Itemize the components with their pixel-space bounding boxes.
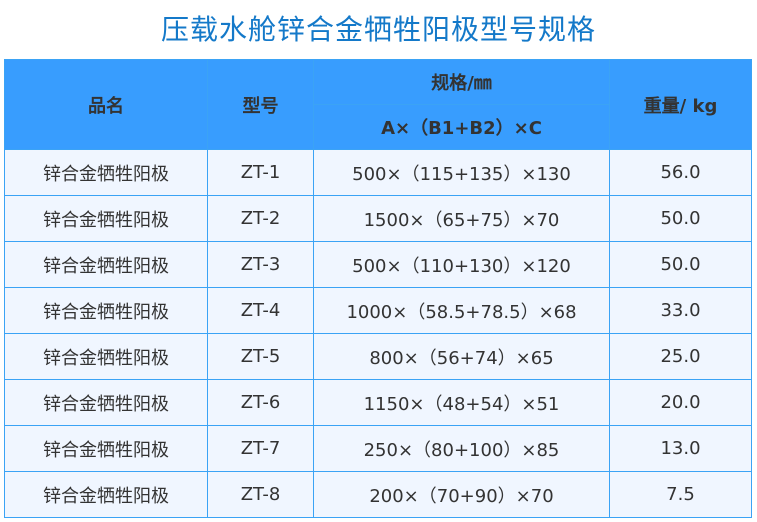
cell-weight: 25.0 <box>609 333 752 380</box>
cell-name: 锌合金牺牲阳极 <box>4 287 208 334</box>
cell-weight: 56.0 <box>609 149 752 196</box>
cell-spec: 1150×（48+54）×51 <box>313 379 610 426</box>
cell-weight: 50.0 <box>609 195 752 242</box>
cell-model: ZT-3 <box>207 241 314 288</box>
table-row: 锌合金牺牲阳极 ZT-1 500×（115+135）×130 56.0 <box>4 149 752 196</box>
header-spec-formula: A×（B1+B2）×C <box>313 104 610 150</box>
table-row: 锌合金牺牲阳极 ZT-7 250×（80+100）×85 13.0 <box>4 425 752 472</box>
cell-weight: 33.0 <box>609 287 752 334</box>
cell-name: 锌合金牺牲阳极 <box>4 241 208 288</box>
cell-model: ZT-1 <box>207 149 314 196</box>
cell-weight: 13.0 <box>609 425 752 472</box>
header-weight: 重量/ kg <box>609 59 752 150</box>
cell-weight: 20.0 <box>609 379 752 426</box>
cell-name: 锌合金牺牲阳极 <box>4 425 208 472</box>
header-spec: 规格/㎜ <box>313 59 610 105</box>
table-row: 锌合金牺牲阳极 ZT-6 1150×（48+54）×51 20.0 <box>4 379 752 426</box>
table-row: 锌合金牺牲阳极 ZT-3 500×（110+130）×120 50.0 <box>4 241 752 288</box>
cell-spec: 200×（70+90）×70 <box>313 471 610 518</box>
cell-model: ZT-2 <box>207 195 314 242</box>
table-row: 锌合金牺牲阳极 ZT-2 1500×（65+75）×70 50.0 <box>4 195 752 242</box>
cell-name: 锌合金牺牲阳极 <box>4 471 208 518</box>
header-name: 品名 <box>4 59 208 150</box>
spec-table: 品名 型号 规格/㎜ 重量/ kg A×（B1+B2）×C 锌合金牺牲阳极 ZT-… <box>4 59 752 518</box>
cell-weight: 50.0 <box>609 241 752 288</box>
cell-spec: 1000×（58.5+78.5）×68 <box>313 287 610 334</box>
cell-spec: 250×（80+100）×85 <box>313 425 610 472</box>
cell-model: ZT-8 <box>207 471 314 518</box>
cell-model: ZT-5 <box>207 333 314 380</box>
header-model: 型号 <box>207 59 314 150</box>
cell-model: ZT-4 <box>207 287 314 334</box>
cell-spec: 800×（56+74）×65 <box>313 333 610 380</box>
cell-name: 锌合金牺牲阳极 <box>4 149 208 196</box>
cell-spec: 500×（110+130）×120 <box>313 241 610 288</box>
cell-spec: 1500×（65+75）×70 <box>313 195 610 242</box>
cell-weight: 7.5 <box>609 471 752 518</box>
page-title: 压载水舱锌合金牺牲阳极型号规格 <box>160 13 596 46</box>
cell-model: ZT-6 <box>207 379 314 426</box>
table-row: 锌合金牺牲阳极 ZT-5 800×（56+74）×65 25.0 <box>4 333 752 380</box>
table-row: 锌合金牺牲阳极 ZT-8 200×（70+90）×70 7.5 <box>4 471 752 518</box>
cell-name: 锌合金牺牲阳极 <box>4 379 208 426</box>
cell-name: 锌合金牺牲阳极 <box>4 195 208 242</box>
cell-model: ZT-7 <box>207 425 314 472</box>
table-row: 锌合金牺牲阳极 ZT-4 1000×（58.5+78.5）×68 33.0 <box>4 287 752 334</box>
cell-spec: 500×（115+135）×130 <box>313 149 610 196</box>
cell-name: 锌合金牺牲阳极 <box>4 333 208 380</box>
